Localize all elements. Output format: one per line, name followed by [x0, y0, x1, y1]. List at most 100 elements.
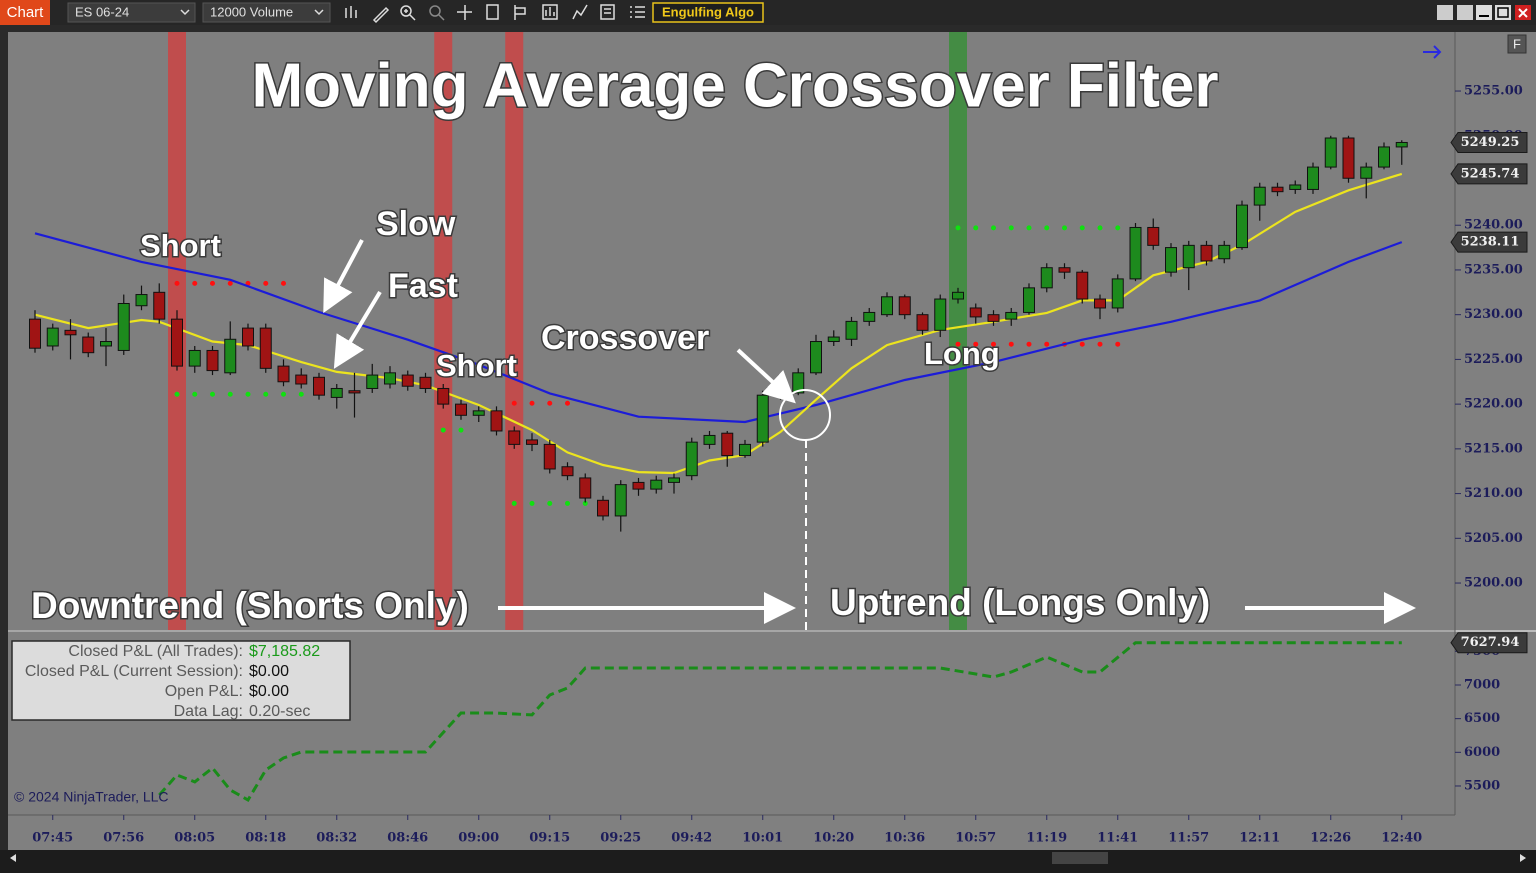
candle-body: [508, 430, 521, 445]
x-tick-label: 09:42: [671, 831, 712, 846]
y-tick-label: 5240.00: [1464, 218, 1523, 233]
candle-body: [1236, 204, 1248, 249]
price-marker: [1450, 163, 1528, 185]
copyright: © 2024 NinjaTrader, LLC: [14, 789, 169, 805]
candle-body: [952, 291, 964, 300]
short-signal-band: [434, 32, 453, 630]
candle-body: [1076, 271, 1089, 300]
price-pane: [8, 32, 1455, 630]
candle-body: [29, 318, 41, 349]
x-tick-label: 09:15: [529, 831, 570, 846]
candle-body: [366, 374, 379, 389]
window-buttons[interactable]: [1437, 5, 1531, 20]
pnl-label: Closed P&L (Current Session):: [25, 663, 243, 680]
y-tick-label: 5225.00: [1464, 352, 1523, 367]
candle-body: [135, 294, 148, 307]
candle-body: [1040, 267, 1053, 289]
indicator-label: Engulfing Algo: [662, 4, 754, 19]
candle-body: [1253, 186, 1266, 206]
candle-body: [1307, 166, 1319, 190]
candle-body: [1005, 311, 1018, 320]
candle-body: [384, 372, 396, 385]
candle-body: [1147, 226, 1160, 246]
candle-body: [863, 311, 876, 322]
candle-body: [1200, 244, 1213, 262]
candle-body: [526, 439, 538, 445]
scroll-thumb[interactable]: [1052, 852, 1108, 864]
y-tick-label: 5220.00: [1464, 397, 1523, 412]
x-tick-label: 12:11: [1239, 831, 1280, 846]
candle-body: [969, 307, 982, 318]
short-signal-band: [505, 32, 524, 630]
candle-body: [100, 341, 112, 347]
pnl-label: Closed P&L (All Trades):: [68, 643, 243, 660]
y-tick-label: 7000: [1464, 677, 1500, 692]
x-tick-label: 11:19: [1026, 831, 1067, 846]
candle-body: [721, 432, 734, 457]
annotation: Downtrend (Shorts Only): [31, 585, 469, 626]
pnl-box: [11, 640, 351, 721]
y-tick-label: 6000: [1464, 745, 1500, 760]
price-marker: [1450, 231, 1528, 253]
candle-body: [64, 329, 77, 336]
long-signal-band: [949, 32, 967, 630]
candle-body: [295, 374, 308, 385]
scrollbar[interactable]: [0, 850, 1536, 873]
candle-body: [1058, 267, 1071, 273]
pnl-label: Open P&L:: [165, 683, 243, 700]
price-marker-label: 5238.11: [1461, 235, 1520, 250]
candle-body: [756, 394, 769, 443]
x-tick-label: 09:00: [458, 831, 499, 846]
candle-body: [171, 318, 183, 367]
candle-body: [845, 320, 858, 340]
candle-body: [543, 443, 556, 470]
annotation: Long: [924, 336, 1000, 371]
indicator-button[interactable]: [652, 2, 764, 23]
instrument-select[interactable]: [67, 2, 196, 23]
candle-body: [117, 302, 130, 351]
candle-body: [650, 479, 663, 490]
x-tick-label: 08:05: [174, 831, 215, 846]
candle-body: [1360, 166, 1373, 179]
x-tick-label: 12:40: [1381, 831, 1422, 846]
app-tab[interactable]: [0, 0, 50, 25]
price-marker-label: 5249.25: [1461, 135, 1520, 150]
pnl-value: 0.20-sec: [249, 703, 310, 720]
candle-body: [1324, 137, 1337, 168]
pnl-value: $0.00: [249, 663, 289, 680]
annotation: Fast: [388, 267, 458, 305]
annotation-arrow: [323, 239, 364, 314]
candle-body: [810, 341, 822, 374]
y-tick-label: 6500: [1464, 711, 1500, 726]
price-marker: [1450, 131, 1528, 153]
pnl-value: $7,185.82: [249, 643, 320, 660]
candle-body: [632, 481, 645, 490]
pnl-label: Data Lag:: [174, 703, 243, 720]
x-tick-label: 10:36: [884, 831, 925, 846]
candle-body: [1218, 244, 1231, 260]
candle-body: [1342, 137, 1355, 179]
candle-body: [668, 477, 680, 483]
x-tick-label: 07:56: [103, 831, 144, 846]
annotation-arrow: [736, 348, 796, 404]
y-tick-label: 5500: [1464, 778, 1500, 793]
candle-body: [597, 499, 609, 517]
candle-body: [82, 336, 95, 354]
chart-title: Moving Average Crossover Filter: [251, 51, 1218, 120]
candle-body: [1182, 244, 1195, 269]
app-tab-label: Chart: [7, 4, 45, 21]
candle-body: [472, 410, 485, 416]
candle-body: [330, 387, 343, 398]
x-tick-label: 11:41: [1097, 831, 1138, 846]
corner-button[interactable]: [1507, 34, 1527, 54]
x-tick-label: 08:32: [316, 831, 357, 846]
y-tick-label: 5255.00: [1464, 84, 1523, 99]
scroll-to-end-icon[interactable]: [1423, 45, 1442, 59]
bar-type-select[interactable]: [202, 2, 331, 23]
candle-body: [206, 349, 219, 372]
toolbar-icons[interactable]: [345, 4, 645, 24]
candle-body: [579, 477, 592, 499]
candle-body: [561, 466, 574, 477]
candle-body: [188, 349, 201, 367]
